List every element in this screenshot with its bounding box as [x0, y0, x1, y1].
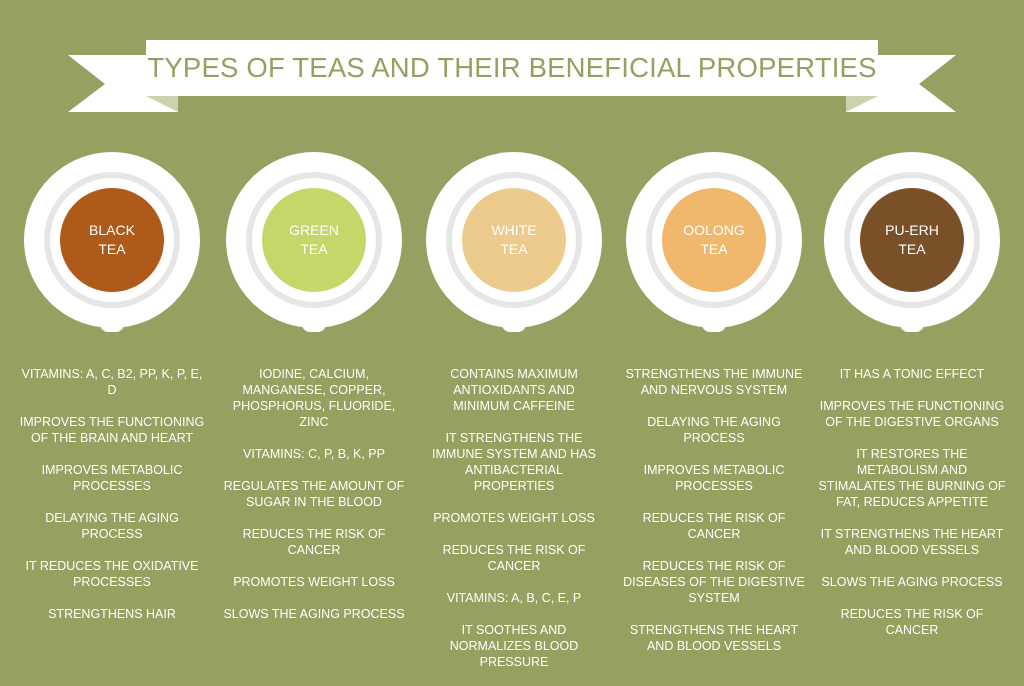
tea-name: OOLONG TEA	[683, 222, 745, 257]
benefit-item: IMPROVES METABOLIC PROCESSES	[41, 463, 183, 493]
ribbon-right-fold	[846, 96, 878, 112]
benefit-item: SLOWS THE AGING PROCESS	[821, 575, 1003, 589]
tea-liquid	[262, 188, 366, 292]
ribbon-left-fold	[146, 96, 178, 112]
benefit-item: IMPROVES THE FUNCTIONING OF THE DIGESTIV…	[819, 399, 1005, 429]
tea-cup-pu-erh: PU-ERH TEA	[822, 150, 1002, 340]
benefits-list-white: CONTAINS MAXIMUM ANTIOXIDANTS AND MINIMU…	[427, 366, 602, 686]
title-ribbon	[68, 40, 956, 112]
tea-cup-green: GREEN TEA	[224, 150, 404, 340]
tea-name: WHITE TEA	[491, 222, 537, 257]
tea-cup-oolong: OOLONG TEA	[624, 150, 804, 340]
cup-graphic	[24, 152, 200, 332]
benefit-item: VITAMINS: A, C, B2, PP, K, P, E, D	[21, 367, 203, 397]
tea-liquid	[60, 188, 164, 292]
benefit-item: STRENGTHENS THE IMMUNE AND NERVOUS SYSTE…	[625, 367, 803, 397]
tea-name: GREEN TEA	[289, 222, 339, 257]
benefit-item: STRENGTHENS HAIR	[48, 607, 176, 621]
benefits-list-black: VITAMINS: A, C, B2, PP, K, P, E, D IMPROV…	[17, 366, 207, 638]
benefit-item: IT SOOTHES AND NORMALIZES BLOOD PRESSURE	[449, 623, 579, 669]
tea-name: BLACK TEA	[89, 222, 135, 257]
benefit-item: IMPROVES METABOLIC PROCESSES	[643, 463, 785, 493]
benefit-item: REGULATES THE AMOUNT OF SUGAR IN THE BLO…	[223, 479, 405, 509]
benefit-item: REDUCES THE RISK OF CANCER	[442, 543, 586, 573]
tea-cup-black: BLACK TEA	[22, 150, 202, 340]
tea-name: PU-ERH TEA	[885, 222, 939, 257]
benefit-item: IT RESTORES THE METABOLISM AND STIMALATE…	[818, 447, 1006, 509]
cup-graphic	[626, 152, 802, 332]
cup-graphic	[426, 152, 602, 332]
benefit-item: IT REDUCES THE OXIDATIVE PROCESSES	[25, 559, 199, 589]
benefit-item: IMPROVES THE FUNCTIONING OF THE BRAIN AN…	[19, 415, 205, 445]
cup-graphic	[824, 152, 1000, 332]
benefit-item: CONTAINS MAXIMUM ANTIOXIDANTS AND MINIMU…	[450, 367, 578, 413]
benefit-item: PROMOTES WEIGHT LOSS	[233, 575, 395, 589]
benefit-item: VITAMINS: C, P, B, K, PP	[243, 447, 385, 461]
benefit-item: DELAYING THE AGING PROCESS	[45, 511, 179, 541]
benefit-item: SLOWS THE AGING PROCESS	[223, 607, 405, 621]
benefit-item: IT STRENGTHENS THE IMMUNE SYSTEM AND HAS…	[432, 431, 596, 493]
benefits-list-green: IODINE, CALCIUM, MANGANESE, COPPER, PHOS…	[223, 366, 405, 638]
cup-graphic	[226, 152, 402, 332]
benefit-item: STRENGTHENS THE HEART AND BLOOD VESSELS	[629, 623, 799, 653]
tea-cup-white: WHITE TEA	[424, 150, 604, 340]
benefit-item: REDUCES THE RISK OF CANCER	[242, 527, 386, 557]
benefit-item: REDUCES THE RISK OF CANCER	[642, 511, 786, 541]
page-title: TYPES OF TEAS AND THEIR BENEFICIAL PROPE…	[147, 52, 877, 83]
benefit-item: REDUCES THE RISK OF CANCER	[840, 607, 984, 637]
tea-liquid	[462, 188, 566, 292]
benefit-item: DELAYING THE AGING PROCESS	[647, 415, 781, 445]
tea-liquid	[860, 188, 964, 292]
benefits-list-pu-erh: IT HAS A TONIC EFFECT IMPROVES THE FUNCTI…	[817, 366, 1007, 654]
benefit-item: IT STRENGTHENS THE HEART AND BLOOD VESSE…	[820, 527, 1004, 557]
benefit-item: REDUCES THE RISK OF DISEASES OF THE DIGE…	[623, 559, 805, 605]
benefits-list-oolong: STRENGTHENS THE IMMUNE AND NERVOUS SYSTE…	[622, 366, 807, 670]
ribbon-center	[146, 40, 878, 96]
benefit-item: IT HAS A TONIC EFFECT	[839, 367, 985, 381]
benefit-item: VITAMINS: A, B, C, E, P	[446, 591, 582, 605]
benefit-item: PROMOTES WEIGHT LOSS	[433, 511, 595, 525]
benefit-item: IODINE, CALCIUM, MANGANESE, COPPER, PHOS…	[232, 367, 396, 429]
tea-liquid	[662, 188, 766, 292]
